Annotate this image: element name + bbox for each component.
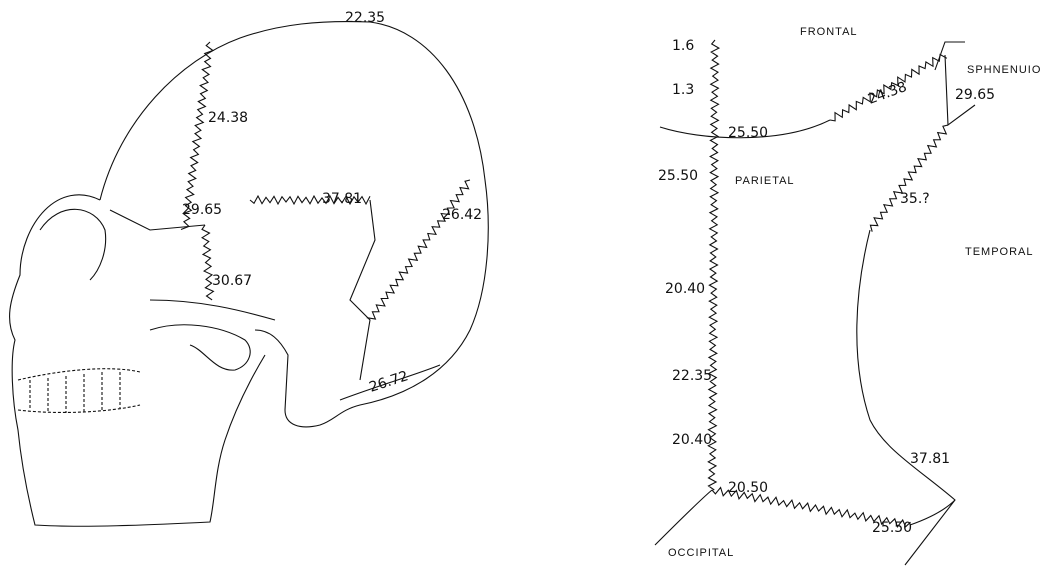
coronal-suture: [829, 53, 948, 122]
label: 1.6: [672, 38, 694, 54]
label: 24.38: [208, 110, 248, 126]
label: 24.38: [866, 79, 909, 108]
bone-label: SPHNENUIOE: [967, 64, 1041, 76]
zygomatic: [149, 299, 276, 321]
orbit: [39, 208, 107, 281]
label: 25.50: [872, 520, 912, 536]
label: 25.50: [728, 125, 768, 141]
sphenoid-line: [934, 41, 976, 127]
occipital-right: [909, 499, 956, 526]
lambdoid-suture: [711, 486, 911, 528]
sagittal-suture: [707, 39, 721, 491]
label: 1.3: [672, 82, 694, 98]
skull-drawing: [9, 20, 489, 527]
label: 29.65: [955, 87, 995, 103]
temporal-lower: [349, 199, 376, 381]
teeth: [17, 368, 141, 414]
label: 25.50: [658, 168, 698, 184]
occipital-suture: [339, 364, 441, 401]
temporal-suture: [869, 124, 949, 232]
label: 20.40: [672, 432, 712, 448]
bone-label: PARIETAL: [735, 175, 795, 187]
suture-diagram: [654, 39, 976, 566]
coronal-suture: [659, 119, 831, 139]
bone-label: OCCIPITAL: [668, 547, 734, 559]
temporal-suture: [249, 194, 371, 206]
squamosal-suture: [201, 224, 215, 301]
sphenoid-border: [109, 209, 206, 231]
bone-label: TEMPORAL: [965, 246, 1034, 258]
face-outline: [9, 194, 266, 527]
label: 37.81: [322, 191, 362, 207]
label: 35.?: [900, 191, 930, 207]
lambdoid-suture: [366, 179, 471, 320]
occipital-left: [654, 489, 713, 546]
label: 20.40: [665, 281, 705, 297]
coronal-suture: [180, 41, 215, 231]
label: 22.35: [672, 368, 712, 384]
label: 30.67: [212, 273, 252, 289]
temporal-border: [856, 229, 956, 566]
label: 29.65: [182, 202, 222, 218]
bone-label: FRONTAL: [800, 26, 858, 38]
cranium-outline: [99, 20, 489, 428]
label: 20.50: [728, 480, 768, 496]
jaw-line: [149, 324, 251, 371]
label: 37.81: [910, 451, 950, 467]
label: 26.42: [442, 207, 482, 223]
label: 22.35: [345, 10, 385, 26]
